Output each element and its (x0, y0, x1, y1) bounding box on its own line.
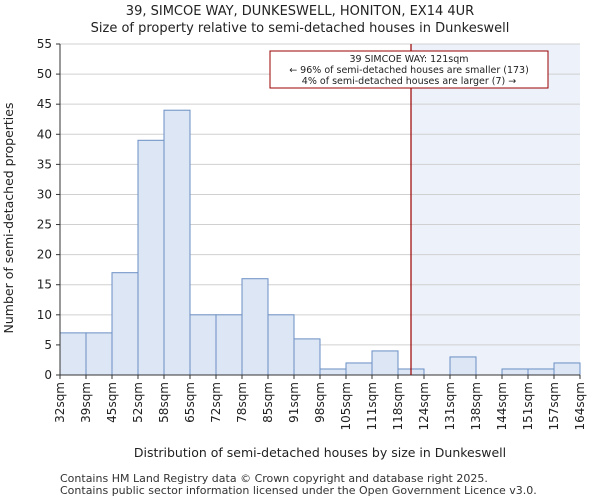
x-tick-label: 144sqm (495, 382, 509, 430)
x-tick-label: 65sqm (183, 382, 197, 423)
chart-subtitle: Size of property relative to semi-detach… (90, 21, 510, 36)
x-tick-label: 52sqm (131, 382, 145, 423)
histogram-bar (449, 356, 477, 376)
y-tick-label: 10 (37, 308, 52, 322)
histogram-bar (111, 272, 139, 376)
x-tick-label: 58sqm (157, 382, 171, 423)
footer-licence: Contains public sector information licen… (60, 484, 537, 497)
footer-copyright: Contains HM Land Registry data © Crown c… (60, 472, 488, 485)
annotation-box (269, 50, 549, 89)
histogram-bar (267, 314, 295, 376)
x-tick-label: 124sqm (417, 382, 431, 430)
x-tick-label: 138sqm (469, 382, 483, 430)
x-tick-label: 164sqm (573, 382, 587, 430)
histogram-bar (215, 314, 243, 376)
x-tick-label: 32sqm (53, 382, 67, 423)
histogram-bar (371, 350, 399, 376)
x-tick-label: 111sqm (365, 382, 379, 430)
y-tick-label: 35 (37, 157, 52, 171)
y-tick-label: 50 (37, 67, 52, 81)
y-axis-label: Number of semi-detached properties (1, 103, 16, 334)
x-tick-label: 72sqm (209, 382, 223, 423)
x-tick-label: 91sqm (287, 382, 301, 423)
histogram-bar (137, 139, 165, 376)
x-tick-label: 45sqm (105, 382, 119, 423)
y-tick-label: 30 (37, 187, 52, 201)
x-axis-label: Distribution of semi-detached houses by … (134, 445, 506, 460)
x-tick-label: 78sqm (235, 382, 249, 423)
histogram-bar (501, 368, 529, 376)
x-tick-label: 98sqm (313, 382, 327, 423)
y-tick-label: 0 (44, 368, 52, 382)
histogram-bar (553, 362, 581, 376)
histogram-bar (345, 362, 373, 376)
histogram-bar (163, 109, 191, 376)
x-tick-label: 131sqm (443, 382, 457, 430)
y-tick-label: 45 (37, 97, 52, 111)
highlight-region (411, 44, 580, 375)
y-tick-label: 40 (37, 127, 52, 141)
y-tick-label: 15 (37, 278, 52, 292)
x-tick-label: 39sqm (79, 382, 93, 423)
x-tick-label: 118sqm (391, 382, 405, 430)
histogram-bar (319, 368, 347, 376)
annotation-text: 4% of semi-detached houses are larger (7… (302, 76, 516, 87)
x-tick-label: 105sqm (339, 382, 353, 430)
y-tick-label: 20 (37, 248, 52, 262)
histogram-bar (527, 368, 555, 376)
annotation-text: 39 SIMCOE WAY: 121sqm (349, 54, 468, 65)
x-tick-label: 157sqm (547, 382, 561, 430)
histogram-bar (189, 314, 217, 376)
annotation-text: ← 96% of semi-detached houses are smalle… (289, 65, 529, 76)
chart-title: 39, SIMCOE WAY, DUNKESWELL, HONITON, EX1… (125, 4, 475, 19)
y-tick-label: 55 (37, 37, 52, 51)
histogram-bar (241, 278, 269, 376)
y-tick-label: 5 (44, 338, 52, 352)
x-tick-label: 85sqm (261, 382, 275, 423)
histogram-bar (85, 332, 113, 376)
y-tick-label: 25 (37, 218, 52, 232)
histogram-bar (293, 338, 321, 376)
x-tick-label: 151sqm (521, 382, 535, 430)
histogram-bar (59, 332, 87, 376)
